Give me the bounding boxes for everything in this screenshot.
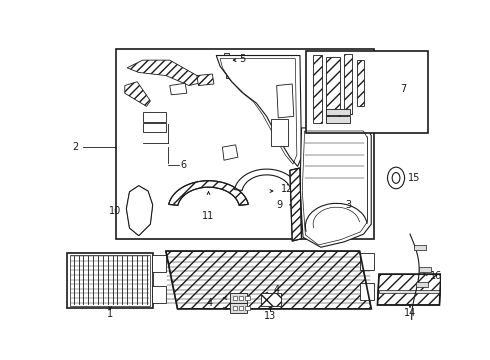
Bar bbox=[225, 69, 228, 78]
Text: 13: 13 bbox=[265, 311, 277, 321]
Bar bbox=[116, 49, 374, 239]
Bar bbox=[270, 119, 288, 145]
Polygon shape bbox=[127, 60, 205, 86]
Ellipse shape bbox=[392, 172, 400, 183]
Bar bbox=[233, 296, 237, 300]
Polygon shape bbox=[170, 83, 187, 95]
Bar bbox=[306, 51, 428, 133]
Polygon shape bbox=[125, 82, 150, 106]
Bar bbox=[152, 255, 166, 272]
Text: 7: 7 bbox=[400, 84, 406, 94]
Text: 2: 2 bbox=[72, 142, 78, 152]
Ellipse shape bbox=[388, 167, 405, 189]
Bar bbox=[313, 55, 322, 122]
Polygon shape bbox=[126, 186, 153, 236]
Bar bbox=[224, 53, 229, 69]
Bar bbox=[360, 283, 373, 300]
Bar bbox=[261, 293, 281, 306]
Bar bbox=[344, 54, 352, 114]
Bar bbox=[416, 282, 428, 287]
Bar bbox=[143, 122, 166, 132]
Text: 1: 1 bbox=[107, 309, 113, 319]
Bar bbox=[360, 253, 373, 270]
Text: 15: 15 bbox=[409, 173, 421, 183]
Polygon shape bbox=[377, 274, 441, 305]
Text: 14: 14 bbox=[404, 308, 416, 318]
Polygon shape bbox=[126, 186, 153, 236]
Bar bbox=[68, 253, 153, 308]
Polygon shape bbox=[169, 181, 248, 205]
Polygon shape bbox=[300, 128, 371, 247]
Text: 9: 9 bbox=[277, 200, 283, 210]
Polygon shape bbox=[290, 168, 301, 241]
Text: 4: 4 bbox=[207, 298, 213, 308]
Polygon shape bbox=[235, 169, 299, 190]
Bar bbox=[152, 286, 166, 303]
Text: 5: 5 bbox=[240, 54, 245, 64]
Bar bbox=[239, 306, 244, 310]
Bar bbox=[379, 289, 441, 293]
Polygon shape bbox=[166, 251, 371, 309]
Polygon shape bbox=[277, 84, 294, 118]
Bar bbox=[143, 112, 166, 122]
Polygon shape bbox=[197, 74, 214, 86]
Bar bbox=[230, 303, 247, 313]
Bar bbox=[230, 293, 247, 303]
Bar bbox=[414, 245, 425, 250]
Bar bbox=[419, 266, 431, 272]
Polygon shape bbox=[216, 55, 301, 166]
Bar bbox=[245, 296, 249, 300]
Bar bbox=[245, 306, 249, 310]
Polygon shape bbox=[222, 145, 238, 160]
Text: 10: 10 bbox=[109, 206, 122, 216]
Bar bbox=[326, 109, 349, 115]
Text: 3: 3 bbox=[345, 200, 351, 210]
Text: 12: 12 bbox=[281, 184, 293, 194]
Text: 8: 8 bbox=[315, 108, 321, 117]
Bar bbox=[326, 116, 349, 122]
Bar bbox=[233, 306, 237, 310]
Text: 6: 6 bbox=[181, 160, 187, 170]
Text: 11: 11 bbox=[202, 211, 215, 221]
Text: 4: 4 bbox=[273, 285, 280, 294]
Bar bbox=[326, 57, 340, 120]
Bar bbox=[239, 296, 244, 300]
Bar bbox=[357, 60, 364, 106]
Text: 16: 16 bbox=[430, 271, 442, 281]
Bar bbox=[70, 255, 150, 306]
